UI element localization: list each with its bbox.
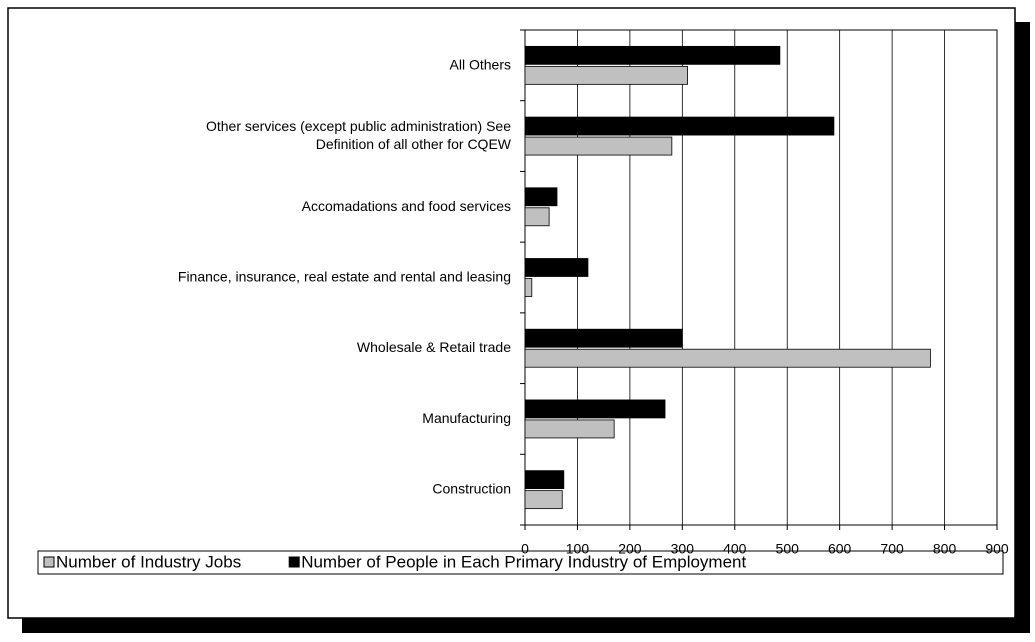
- bar: [524, 419, 615, 439]
- legend-box: [37, 550, 1004, 575]
- x-tick-label: 300: [671, 541, 695, 557]
- legend-label: Number of Industry Jobs: [56, 552, 241, 571]
- bar: [524, 187, 558, 207]
- x-tick-label: 100: [566, 541, 590, 557]
- y-tick-label: Finance, insurance, real estate and rent…: [178, 268, 511, 284]
- bar: [524, 278, 533, 297]
- x-tick-label: 200: [618, 541, 642, 557]
- bar: [524, 328, 683, 348]
- y-tick-label: Manufacturing: [422, 410, 511, 426]
- bar: [524, 399, 666, 419]
- x-tick-label: 800: [933, 541, 957, 557]
- plot-area: [524, 29, 998, 526]
- x-tick-label: 700: [880, 541, 904, 557]
- bar: [524, 490, 563, 510]
- bar: [524, 65, 688, 85]
- bar: [524, 207, 550, 227]
- bar: [524, 116, 835, 136]
- x-tick-label: 600: [828, 541, 852, 557]
- legend-label: Number of People in Each Primary Industr…: [301, 552, 746, 571]
- x-tick-label: 0: [521, 541, 529, 557]
- x-tick-label: 900: [985, 541, 1009, 557]
- x-tick-label: 500: [776, 541, 800, 557]
- legend-swatch: [43, 556, 55, 568]
- y-tick-label: Other services (except public administra…: [206, 118, 512, 152]
- y-tick-label: All Others: [450, 56, 511, 72]
- x-tick-label: 400: [723, 541, 747, 557]
- bar: [524, 348, 931, 368]
- y-tick-label: Wholesale & Retail trade: [357, 339, 511, 355]
- y-tick-label: Construction: [432, 480, 511, 496]
- y-tick-label: Accomadations and food services: [302, 197, 511, 213]
- bar: [524, 470, 565, 490]
- bar: [524, 258, 589, 277]
- legend-swatch: [288, 556, 300, 568]
- bar: [524, 45, 781, 65]
- bar: [524, 136, 673, 156]
